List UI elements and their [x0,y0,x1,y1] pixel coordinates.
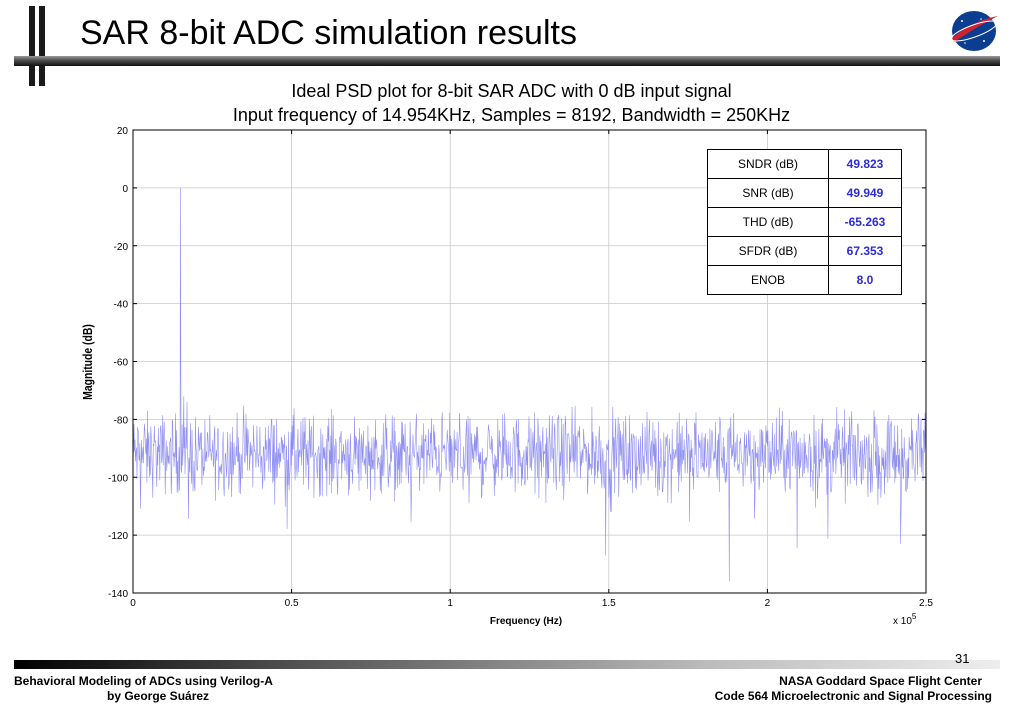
x-multiplier-exponent: 5 [912,612,917,621]
metrics-row: THD (dB) -65.263 [707,207,902,237]
metrics-table: SNDR (dB) 49.823 SNR (dB) 49.949 THD (dB) -65… [707,149,902,295]
psd-trace-line [132,187,927,582]
y-axis-label: Magnitude (dB) [81,324,95,400]
footer-rule [14,660,1000,669]
metric-label: SNR (dB) [707,178,829,208]
x-tick-label: 1 [447,598,453,609]
y-tick-label: -40 [114,300,129,311]
title-rule [14,56,1000,66]
x-multiplier-base: x 10 [893,616,912,627]
y-tick-label: 0 [122,184,128,195]
left-accent-stripe [35,6,39,86]
slide-title: SAR 8-bit ADC simulation results [80,14,577,52]
x-tick-label: 1.5 [602,598,616,609]
psd-trace-layer [132,187,927,582]
y-tick-label: 20 [117,126,129,137]
tick-layer: 0 0.5 1 1.5 2 2.5 20 0 -20 -40 -60 -80 -100 -120 -140 [108,126,933,609]
chart-title: Ideal PSD plot for 8-bit SAR ADC with 0 … [0,79,1023,127]
chart-title-line1: Ideal PSD plot for 8-bit SAR ADC with 0 … [291,81,732,101]
metric-value: 8.0 [828,265,902,295]
x-tick-label: 0.5 [285,598,299,609]
metric-value: 49.949 [828,178,902,208]
page-number: 31 [955,651,970,666]
footer-right-line1: NASA Goddard Space Flight Center [779,674,982,688]
metric-label: SFDR (dB) [707,236,829,266]
metrics-row: ENOB 8.0 [707,265,902,295]
x-tick-label: 0 [130,598,136,609]
psd-chart: 0 0.5 1 1.5 2 2.5200-20-40-60-80-100-120-140 … [81,126,933,627]
y-tick-label: -140 [108,589,128,600]
nasa-logo-icon [950,11,998,51]
y-tick-label: -20 [114,242,129,253]
metric-label: ENOB [707,265,829,295]
metric-label: THD (dB) [707,207,829,237]
y-tick-label: -60 [114,358,129,369]
metric-value: -65.263 [828,207,902,237]
footer-right-line2: Code 564 Microelectronic and Signal Proc… [714,689,992,703]
footer-left-line2: by George Suárez [107,689,210,703]
chart-title-line2: Input frequency of 14.954KHz, Samples = … [232,105,791,125]
y-tick-label: -120 [108,531,128,542]
x-axis-label: Frequency (Hz) [490,616,562,627]
x-tick-label: 2.5 [919,598,933,609]
x-multiplier: x 105 [893,612,917,627]
metric-value: 67.353 [828,236,902,266]
metrics-row: SNDR (dB) 49.823 [707,149,902,179]
metric-value: 49.823 [828,149,902,179]
metric-label: SNDR (dB) [707,149,829,179]
x-tick-label: 2 [765,598,771,609]
metrics-row: SFDR (dB) 67.353 [707,236,902,266]
footer-left-line1: Behavioral Modeling of ADCs using Verilo… [14,674,273,688]
y-tick-label: -80 [114,415,129,426]
y-tick-label: -100 [108,473,128,484]
metrics-row: SNR (dB) 49.949 [707,178,902,208]
